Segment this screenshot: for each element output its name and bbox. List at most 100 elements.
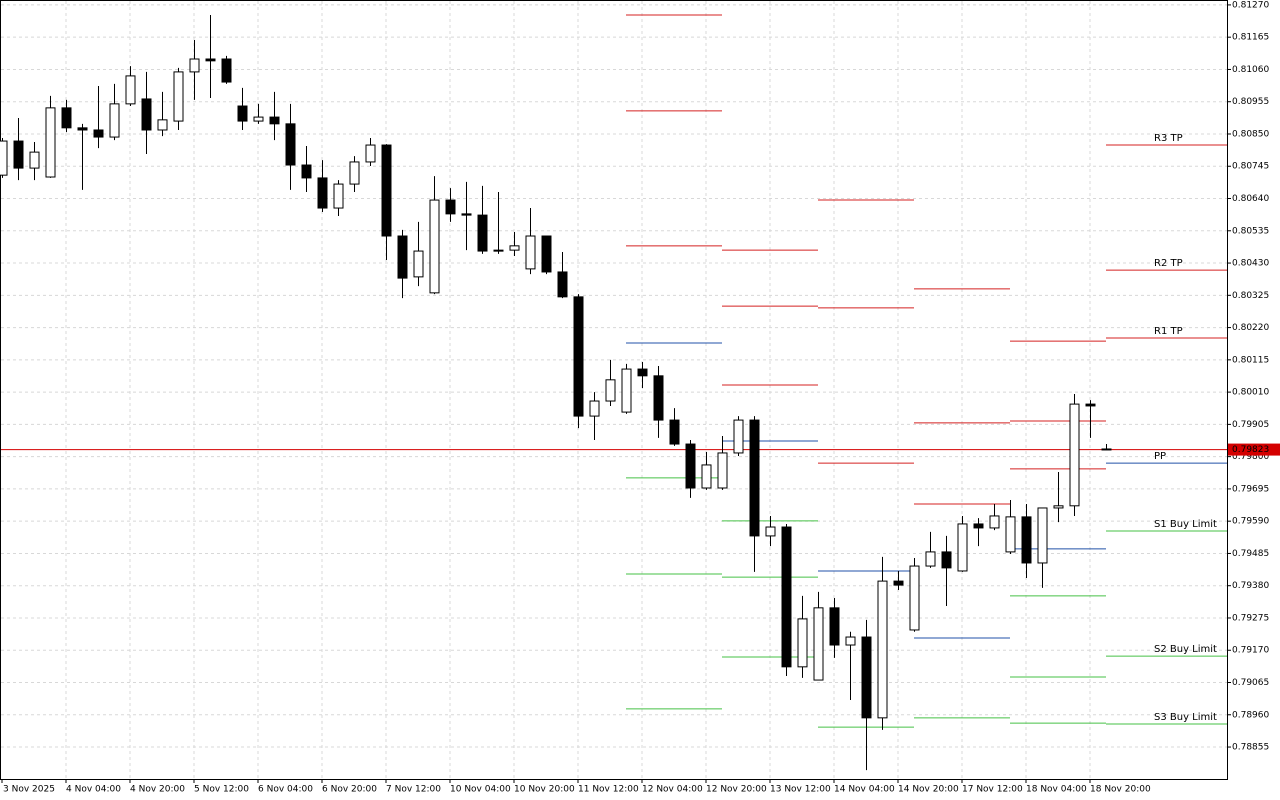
candle-body (877, 580, 888, 719)
candle-body (109, 103, 120, 138)
y-tick-label: 0.78855 (1232, 743, 1269, 753)
candle-body (957, 523, 968, 572)
x-tick-label: 6 Nov 20:00 (322, 785, 377, 795)
y-tick-label: 0.81270 (1232, 0, 1269, 10)
x-tick-label: 13 Nov 12:00 (770, 785, 831, 795)
candle-body (669, 419, 680, 445)
candle-body (413, 250, 424, 278)
candle-body (653, 375, 664, 421)
level-label: R2 TP (1154, 258, 1183, 269)
candle-body (205, 58, 216, 62)
level-label: R3 TP (1154, 133, 1183, 144)
candle-body (765, 526, 776, 537)
candle-body (477, 214, 488, 252)
x-tick-label: 5 Nov 12:00 (194, 785, 249, 795)
candle-body (573, 296, 584, 417)
y-tick-label: 0.79590 (1232, 517, 1269, 527)
level-label: S3 Buy Limit (1154, 712, 1217, 723)
last-price-box (1228, 443, 1280, 456)
candle-body (125, 75, 136, 105)
candle-body (397, 235, 408, 279)
y-tick-label: 0.80115 (1232, 355, 1269, 365)
x-tick-label: 7 Nov 12:00 (386, 785, 441, 795)
y-tick-label: 0.80325 (1232, 291, 1269, 301)
candle-body (141, 98, 152, 131)
candle-body (525, 235, 536, 270)
candle-body (1037, 507, 1048, 564)
candle-body (157, 119, 168, 131)
candle-body (61, 107, 72, 129)
candle-body (509, 245, 520, 251)
x-tick-label: 6 Nov 04:00 (258, 785, 313, 795)
candle-body (1069, 403, 1080, 507)
candle-body (253, 116, 264, 122)
candle-body (637, 368, 648, 377)
x-tick-label: 10 Nov 04:00 (450, 785, 511, 795)
y-tick-label: 0.80850 (1232, 129, 1269, 139)
candle-body (333, 183, 344, 209)
y-tick-label: 0.79695 (1232, 484, 1269, 494)
candle-body (733, 419, 744, 454)
candle-body (77, 127, 88, 131)
candle-body (93, 129, 104, 138)
candle-body (605, 379, 616, 402)
candle-body (461, 213, 472, 216)
y-tick-label: 0.79065 (1232, 678, 1269, 688)
candle-body (349, 161, 360, 185)
candle-body (13, 140, 24, 169)
y-tick-label: 0.79275 (1232, 613, 1269, 623)
y-tick-label: 0.79800 (1232, 452, 1269, 462)
y-tick-label: 0.78960 (1232, 710, 1269, 720)
candle-body (429, 199, 440, 294)
x-tick-label: 4 Nov 20:00 (130, 785, 185, 795)
x-tick-label: 14 Nov 20:00 (898, 785, 959, 795)
candle-body (845, 636, 856, 646)
level-label: PP (1154, 451, 1166, 462)
x-tick-label: 18 Nov 20:00 (1090, 785, 1151, 795)
candle-body (621, 368, 632, 413)
candle-body (269, 116, 280, 125)
candle-body (29, 151, 40, 169)
y-tick-label: 0.80010 (1232, 388, 1269, 398)
candle-body (237, 105, 248, 122)
y-tick-label: 0.80430 (1232, 259, 1269, 269)
y-tick-label: 0.81060 (1232, 65, 1269, 75)
y-tick-label: 0.79380 (1232, 581, 1269, 591)
candle-body (973, 523, 984, 529)
candle-body (445, 199, 456, 215)
y-tick-label: 0.80640 (1232, 194, 1269, 204)
x-tick-label: 14 Nov 04:00 (834, 785, 895, 795)
candle-body (749, 419, 760, 537)
candle-body (861, 636, 872, 719)
y-tick-label: 0.81165 (1232, 33, 1269, 43)
x-tick-label: 17 Nov 12:00 (962, 785, 1023, 795)
candle-body (797, 618, 808, 668)
candle-body (717, 452, 728, 489)
candle-body (925, 551, 936, 567)
candle-body (829, 607, 840, 646)
x-tick-label: 11 Nov 12:00 (578, 785, 639, 795)
level-label: S2 Buy Limit (1154, 644, 1217, 655)
candle-body (1053, 505, 1064, 509)
candle-body (173, 71, 184, 122)
x-tick-label: 18 Nov 04:00 (1026, 785, 1087, 795)
y-tick-label: 0.79905 (1232, 420, 1269, 430)
x-tick-label: 12 Nov 20:00 (706, 785, 767, 795)
y-tick-label: 0.80745 (1232, 162, 1269, 172)
candle-body (45, 107, 56, 178)
candle-body (813, 607, 824, 681)
last-price-label: 0.79823 (1232, 445, 1269, 455)
candle-body (557, 271, 568, 298)
candle-body (893, 580, 904, 586)
y-tick-label: 0.79170 (1232, 646, 1269, 656)
y-tick-label: 0.80955 (1232, 97, 1269, 107)
candle-body (189, 58, 200, 73)
x-tick-label: 10 Nov 20:00 (514, 785, 575, 795)
candle-body (941, 551, 952, 569)
candle-body (0, 140, 8, 176)
x-tick-label: 3 Nov 2025 (3, 785, 55, 795)
candle-body (541, 235, 552, 273)
candle-body (1021, 516, 1032, 564)
candle-body (317, 177, 328, 209)
candle-body (685, 443, 696, 489)
